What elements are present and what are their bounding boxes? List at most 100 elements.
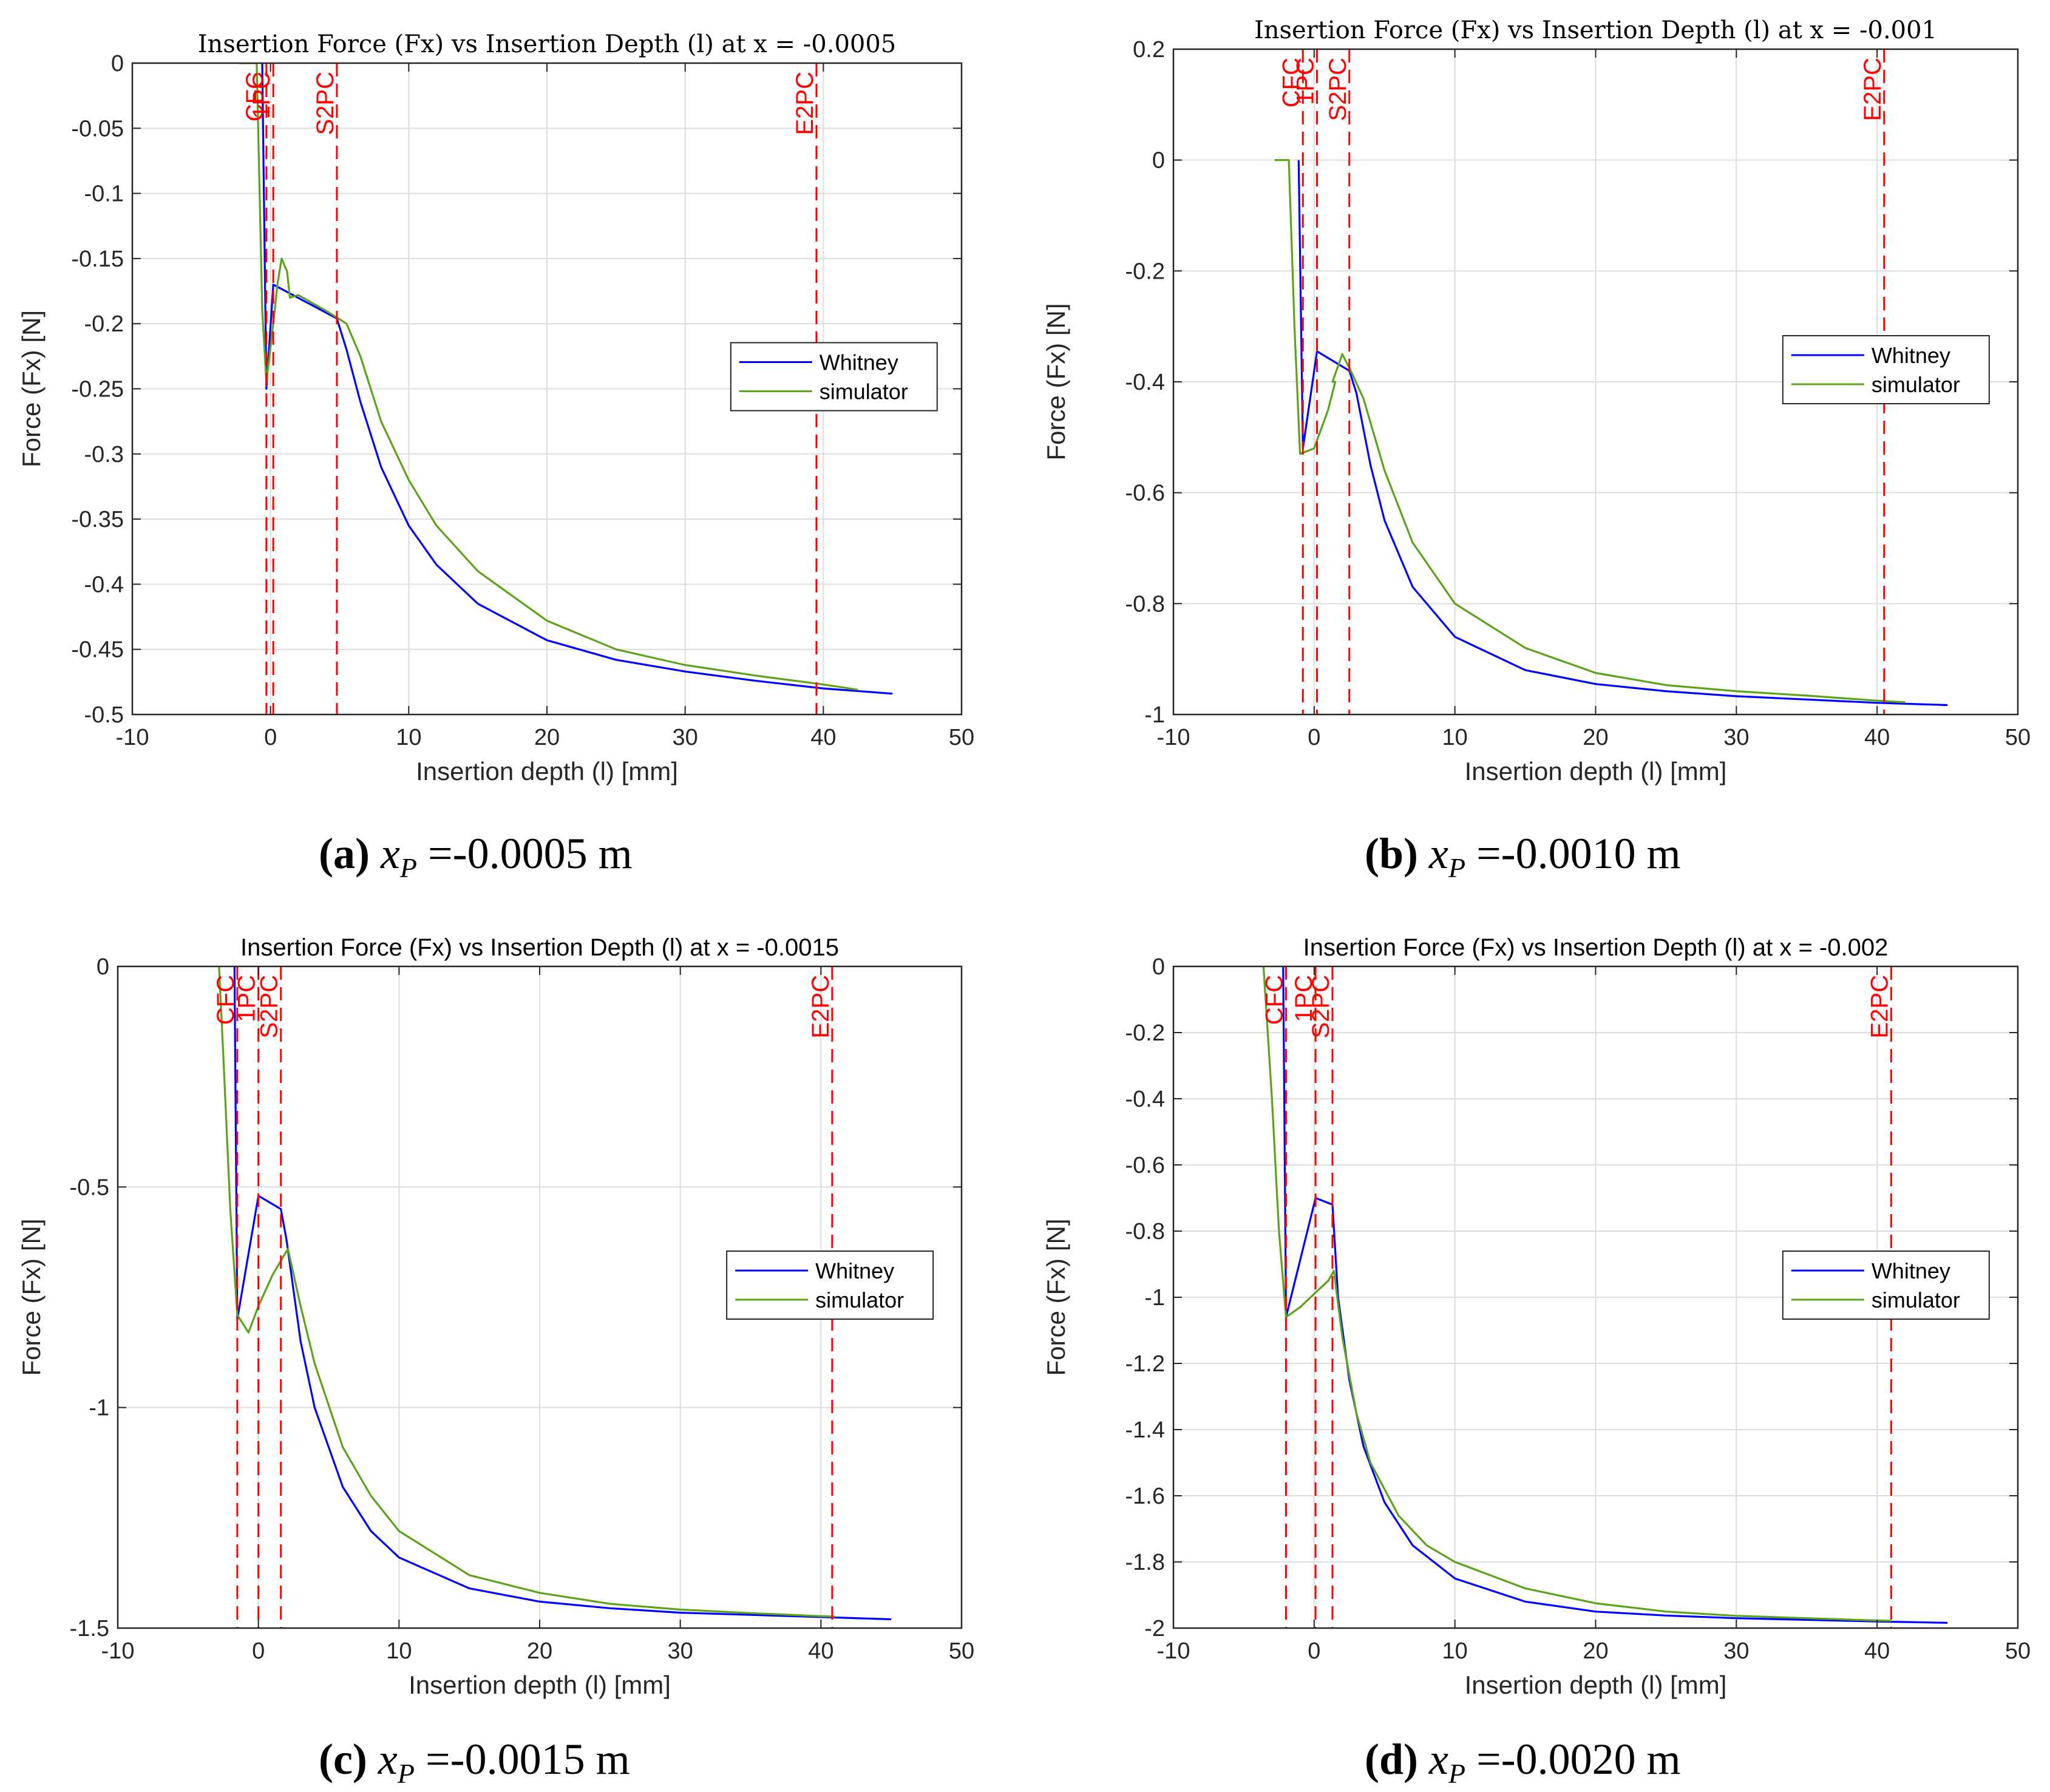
- y-tick-label: -0.2: [84, 311, 124, 337]
- panel-c: CFC 1PC S2PC E2PC -10 0 10 20 30 40 50 0 -0.5 -1 -1.5 I…: [0, 894, 1025, 1789]
- caption-sub: P: [399, 852, 418, 884]
- x-tick-label: 20: [1583, 725, 1608, 750]
- y-tick-label: -0.3: [84, 442, 124, 467]
- y-tick-label: 0: [97, 954, 109, 980]
- vline-label-e2pc: E2PC: [1859, 58, 1886, 121]
- y-tick-label: -0.4: [1125, 1087, 1165, 1112]
- chart-title: Insertion Force (Fx) vs Insertion Depth …: [240, 934, 839, 961]
- caption-var: x: [378, 1735, 398, 1784]
- y-tick-label: -1.2: [1125, 1351, 1165, 1377]
- x-axis-label: Insertion depth (l) [mm]: [1465, 1671, 1727, 1699]
- y-tick-label: 0: [1152, 954, 1165, 980]
- legend-label-simulator: simulator: [1872, 1288, 1960, 1312]
- vline-label-cfc: CFC: [242, 72, 268, 121]
- x-tick-label: -10: [101, 1638, 135, 1664]
- x-tick-label: 40: [810, 725, 836, 750]
- x-axis-label: Insertion depth (l) [mm]: [416, 757, 678, 786]
- y-tick-label: -1.5: [70, 1616, 109, 1641]
- series-line-simulator: [1274, 159, 1906, 704]
- y-tick-label: -0.25: [71, 377, 124, 402]
- legend-label-whitney: Whitney: [820, 350, 898, 375]
- panel-a: CFC 1PC S2PC E2PC -10 0 10 20 30 40 50 0 -0.05 -0.1 -0…: [0, 0, 1025, 894]
- legend-label-whitney: Whitney: [1872, 343, 1950, 368]
- series-line-simulator: [239, 63, 858, 691]
- vline-label-s2pc: S2PC: [256, 975, 283, 1039]
- chart-title: Insertion Force (Fx) vs Insertion Depth …: [1254, 16, 1937, 44]
- x-tick-label: 20: [1583, 1638, 1608, 1664]
- series-line-simulator: [1262, 966, 1892, 1622]
- x-tick-label: 10: [1442, 1638, 1468, 1664]
- panel-b: CFC 1PC S2PC E2PC -10 0 10 20 30 40 50 0.2 0 -0.2 -0.4…: [1025, 0, 2050, 894]
- legend-box: [1782, 335, 1990, 404]
- x-tick-label: 10: [386, 1638, 412, 1664]
- y-tick-label: -0.35: [71, 507, 124, 532]
- caption-var: x: [1429, 1735, 1448, 1784]
- y-tick-label: -0.2: [1125, 259, 1165, 284]
- legend-label-simulator: simulator: [1872, 372, 1960, 397]
- x-tick-label: 30: [673, 725, 698, 750]
- y-tick-label: -0.8: [1125, 1219, 1165, 1244]
- x-tick-label: 40: [1864, 725, 1890, 750]
- y-tick-label: 0.2: [1133, 37, 1165, 63]
- vline-label-cfc: CFC: [212, 975, 239, 1025]
- x-tick-label: 40: [1864, 1638, 1890, 1664]
- x-tick-label: 30: [1723, 725, 1749, 750]
- x-tick-label: 0: [264, 725, 277, 750]
- y-tick-label: -1.6: [1125, 1484, 1165, 1509]
- x-tick-label: 30: [668, 1638, 693, 1664]
- vline-label-1pc: 1PC: [234, 975, 260, 1022]
- vline-label-e2pc: E2PC: [807, 975, 834, 1039]
- caption-letter: (a): [319, 829, 370, 878]
- y-tick-label: -1: [1144, 1285, 1165, 1311]
- x-tick-label: 0: [1308, 1638, 1320, 1664]
- y-tick-label: -0.1: [84, 182, 124, 207]
- y-tick-label: 0: [111, 51, 124, 76]
- vline-label-e2pc: E2PC: [1866, 975, 1893, 1039]
- x-tick-label: 0: [252, 1638, 265, 1664]
- legend-box: [726, 1251, 934, 1320]
- y-tick-label: -1: [1144, 702, 1165, 728]
- caption-text: =-0.0005 m: [417, 829, 633, 878]
- x-tick-label: 50: [949, 725, 974, 750]
- y-tick-label: -2: [1144, 1616, 1165, 1641]
- y-tick-label: -0.8: [1125, 591, 1165, 617]
- legend-label-simulator: simulator: [820, 379, 908, 404]
- vline-label-1pc: 1PC: [1292, 58, 1319, 105]
- y-tick-label: -1.4: [1125, 1417, 1165, 1443]
- caption-d: (d) xP =-0.0020 m: [1365, 1734, 1681, 1792]
- caption-var: x: [1429, 829, 1448, 878]
- x-tick-label: 0: [1308, 725, 1320, 750]
- caption-b: (b) xP =-0.0010 m: [1365, 829, 1681, 886]
- vline-label-e2pc: E2PC: [792, 72, 818, 135]
- vline-label-1pc: 1PC: [1291, 975, 1317, 1022]
- y-axis-label: Force (Fx) [N]: [1042, 304, 1070, 461]
- caption-text: =-0.0015 m: [415, 1735, 630, 1784]
- caption-a: (a) xP =-0.0005 m: [319, 829, 633, 886]
- vline-label-s2pc: S2PC: [1308, 975, 1334, 1039]
- x-tick-label: -10: [116, 725, 149, 750]
- y-tick-label: -0.05: [71, 116, 124, 141]
- caption-c: (c) xP =-0.0015 m: [319, 1734, 630, 1792]
- series-line-whitney: [1297, 160, 1948, 707]
- caption-sub: P: [1448, 1758, 1466, 1790]
- panel-d: CFC 1PC S2PC E2PC -10 0 10 20 30 40 50 0 -0.2 -0.4 -0.…: [1025, 894, 2050, 1789]
- legend-label-whitney: Whitney: [815, 1258, 894, 1283]
- x-axis-label: Insertion depth (l) [mm]: [409, 1671, 671, 1699]
- vline-label-cfc: CFC: [1278, 58, 1305, 107]
- y-axis-label: Force (Fx) [N]: [1042, 1219, 1070, 1376]
- y-tick-label: -0.45: [71, 637, 124, 663]
- x-tick-label: 10: [396, 725, 421, 750]
- caption-text: =-0.0020 m: [1465, 1735, 1681, 1784]
- x-tick-label: -10: [1157, 725, 1190, 750]
- legend-label-whitney: Whitney: [1872, 1258, 1950, 1283]
- y-axis-label: Force (Fx) [N]: [17, 310, 46, 467]
- y-tick-label: -0.15: [71, 246, 124, 272]
- x-tick-label: -10: [1157, 1638, 1190, 1664]
- vline-label-s2pc: S2PC: [1325, 58, 1351, 121]
- caption-sub: P: [1448, 852, 1466, 884]
- caption-var: x: [380, 829, 400, 878]
